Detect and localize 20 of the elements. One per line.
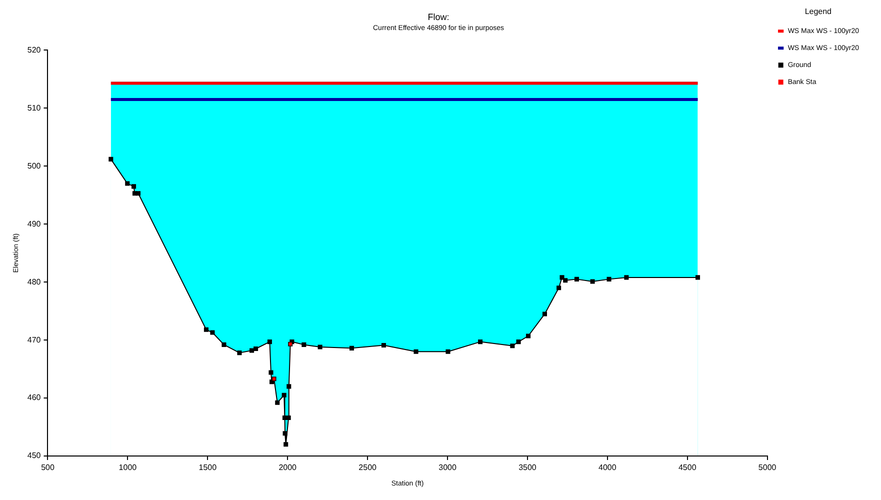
x-tick-label: 4500 [678, 463, 697, 472]
y-tick-label: 450 [27, 451, 42, 460]
x-tick-label: 1000 [118, 463, 138, 472]
y-tick-label: 500 [27, 161, 42, 170]
x-tick-label: 3000 [438, 463, 457, 472]
y-tick-label: 490 [27, 219, 42, 228]
chart-title: Flow: [428, 12, 450, 22]
legend-title: Legend [804, 7, 832, 16]
y-tick-label: 480 [27, 277, 42, 286]
x-tick-label: 1500 [198, 463, 218, 472]
y-tick-label: 510 [27, 103, 42, 112]
x-tick-label: 5000 [758, 463, 777, 472]
x-tick-label: 4000 [598, 463, 617, 472]
y-tick-label: 460 [27, 393, 42, 402]
x-tick-label: 2000 [278, 463, 298, 472]
x-tick-label: 2500 [358, 463, 378, 472]
x-tick-label: 500 [41, 463, 55, 472]
x-tick-label: 3500 [518, 463, 537, 472]
y-tick-label: 520 [27, 45, 42, 54]
y-tick-label: 470 [27, 335, 42, 344]
